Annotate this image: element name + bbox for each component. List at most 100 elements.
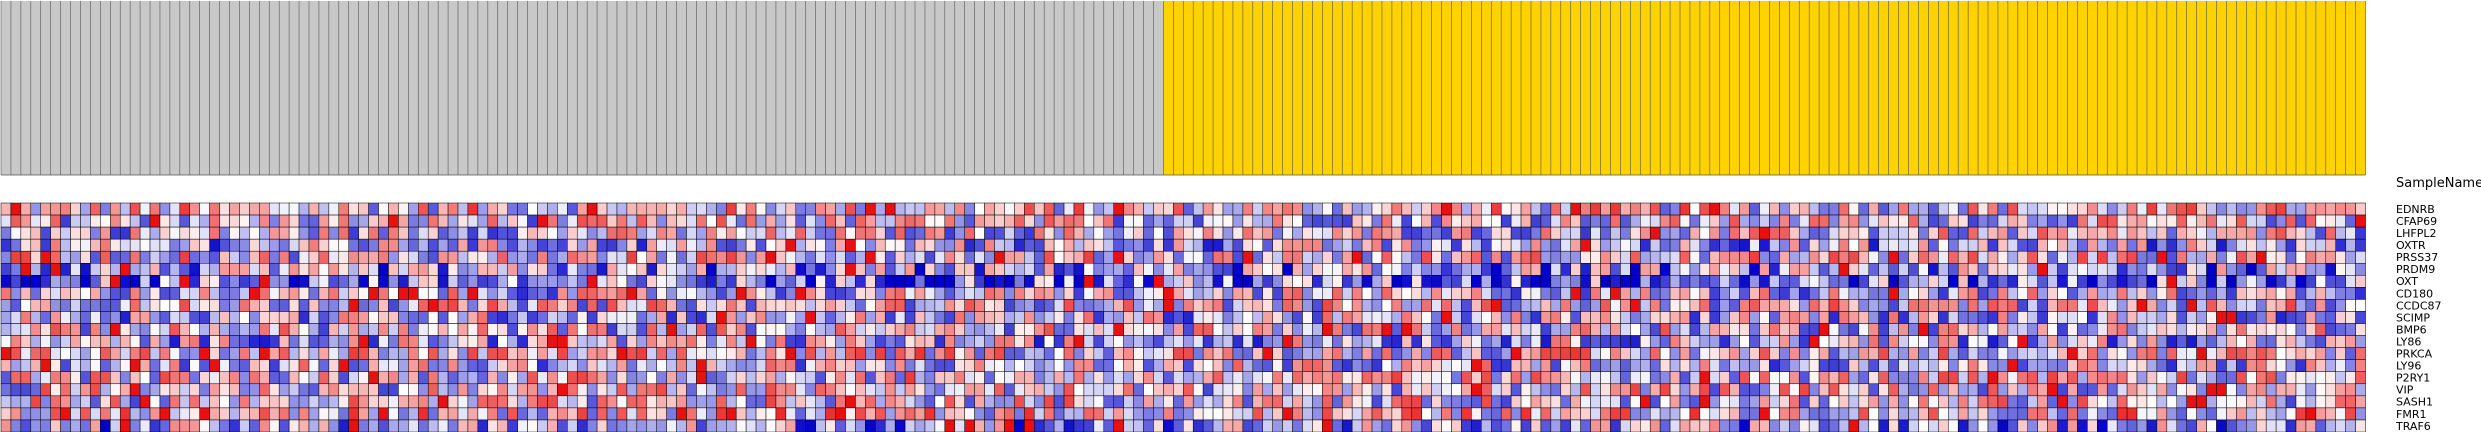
heatmap-cell	[1620, 371, 1631, 385]
heatmap-cell	[308, 407, 320, 421]
heatmap-cell	[80, 323, 91, 336]
heatmap-cell	[1818, 250, 1830, 264]
heatmap-cell	[2097, 275, 2108, 288]
heatmap-cell	[507, 395, 518, 409]
heatmap-cell	[815, 347, 826, 360]
heatmap-cell	[1520, 371, 1532, 385]
heatmap-cell	[70, 226, 81, 240]
heatmap-cell	[1590, 323, 1601, 336]
heatmap-cell	[2116, 407, 2128, 421]
heatmap-cell	[1083, 202, 1095, 216]
heatmap-cell	[1858, 407, 1870, 421]
heatmap-cell	[1510, 275, 1522, 288]
heatmap-cell	[1908, 275, 1919, 288]
heatmap-cell	[2087, 347, 2098, 360]
heatmap-cell	[606, 347, 618, 360]
heatmap-cell	[2087, 250, 2098, 264]
heatmap-cell	[209, 263, 220, 276]
heatmap-cell	[368, 275, 379, 288]
heatmap-cell	[2047, 407, 2058, 421]
heatmap-cell	[2275, 347, 2287, 360]
heatmap-cell	[1183, 202, 1194, 216]
heatmap-cell	[855, 202, 866, 216]
heatmap-cell	[1242, 202, 1254, 216]
heatmap-cell	[1580, 419, 1591, 432]
heatmap-cell	[1689, 202, 1701, 216]
heatmap-cell	[1987, 311, 1999, 324]
heatmap-cell	[1491, 238, 1502, 252]
heatmap-cell	[2037, 238, 2048, 252]
heatmap-cell	[1510, 250, 1522, 264]
heatmap-cell	[2027, 419, 2038, 432]
heatmap-cell	[298, 335, 310, 348]
heatmap-cell	[785, 407, 797, 421]
heatmap-cell	[2017, 250, 2029, 264]
heatmap-cell	[1322, 263, 1333, 276]
heatmap-cell	[1977, 419, 1989, 432]
heatmap-cell	[1361, 335, 1373, 348]
heatmap-cell	[159, 383, 171, 397]
heatmap-cell	[100, 347, 111, 360]
heatmap-cell	[388, 250, 399, 264]
heatmap-cell	[1103, 214, 1114, 228]
heatmap-cell	[1630, 214, 1641, 228]
heatmap-cell	[100, 359, 111, 372]
heatmap-cell	[845, 371, 856, 385]
heatmap-cell	[2216, 395, 2227, 409]
heatmap-cell	[1977, 323, 1989, 336]
heatmap-cell	[457, 359, 469, 372]
heatmap-cell	[2077, 299, 2088, 312]
heatmap-cell	[20, 311, 32, 324]
heatmap-cell	[249, 419, 260, 432]
heatmap-cell	[229, 347, 240, 360]
heatmap-cell	[1252, 395, 1264, 409]
heatmap-cell	[2295, 395, 2307, 409]
heatmap-cell	[1431, 323, 1442, 336]
heatmap-cell	[437, 299, 449, 312]
heatmap-cell	[2007, 323, 2019, 336]
heatmap-cell	[1093, 407, 1105, 421]
heatmap-cell	[1292, 323, 1303, 336]
heatmap-cell	[80, 238, 91, 252]
heatmap-cell	[1928, 287, 1939, 300]
heatmap-cell	[2355, 383, 2366, 397]
heatmap-cell	[1957, 311, 1969, 324]
heatmap-cell	[636, 238, 648, 252]
heatmap-cell	[1659, 407, 1671, 421]
heatmap-cell	[159, 323, 171, 336]
heatmap-cell	[2007, 419, 2019, 432]
heatmap-cell	[348, 263, 359, 276]
heatmap-cell	[1014, 214, 1025, 228]
heatmap-cell	[1888, 419, 1899, 432]
heatmap-cell	[10, 383, 22, 397]
heatmap-cell	[1610, 323, 1621, 336]
heatmap-cell	[1093, 335, 1105, 348]
heatmap-cell	[1451, 359, 1462, 372]
heatmap-cell	[1709, 311, 1721, 324]
heatmap-cell	[974, 335, 985, 348]
heatmap-cell	[1888, 263, 1899, 276]
heatmap-cell	[884, 359, 896, 372]
heatmap-cell	[1510, 383, 1522, 397]
heatmap-cell	[398, 214, 409, 228]
heatmap-cell	[1600, 263, 1611, 276]
heatmap-cell	[318, 287, 330, 300]
heatmap-cell	[249, 202, 260, 216]
heatmap-cell	[984, 335, 995, 348]
heatmap-cell	[1173, 323, 1184, 336]
heatmap-cell	[1828, 347, 1840, 360]
heatmap-cell	[1938, 323, 1949, 336]
heatmap-cell	[179, 287, 191, 300]
heatmap-cell	[209, 238, 220, 252]
heatmap-cell	[1987, 275, 1999, 288]
heatmap-cell	[1242, 419, 1254, 432]
heatmap-cell	[2315, 359, 2327, 372]
heatmap-cell	[378, 335, 389, 348]
heatmap-cell	[80, 371, 91, 385]
heatmap-cell	[368, 395, 379, 409]
heatmap-cell	[1709, 359, 1721, 372]
heatmap-cell	[537, 299, 548, 312]
heatmap-cell	[1014, 263, 1025, 276]
heatmap-cell	[338, 359, 349, 372]
heatmap-cell	[338, 311, 349, 324]
